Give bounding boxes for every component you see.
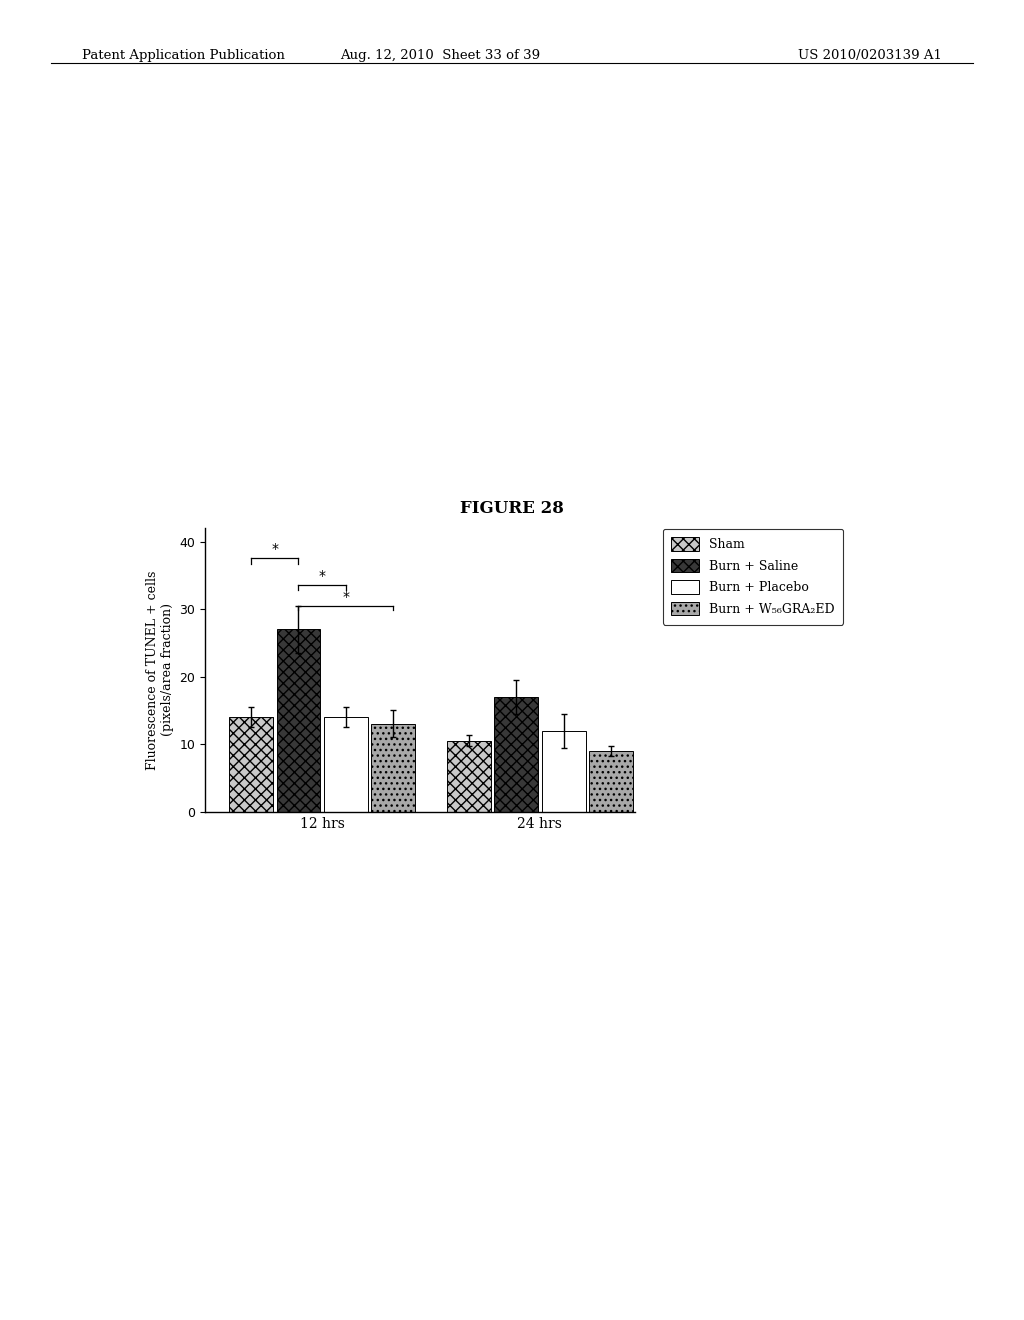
Text: *: *	[318, 569, 326, 583]
Text: *: *	[342, 590, 349, 603]
Text: Aug. 12, 2010  Sheet 33 of 39: Aug. 12, 2010 Sheet 33 of 39	[340, 49, 541, 62]
Text: Patent Application Publication: Patent Application Publication	[82, 49, 285, 62]
Bar	[372, 723, 415, 812]
Text: *: *	[271, 543, 279, 557]
Bar	[589, 751, 633, 812]
Bar	[446, 741, 490, 812]
Bar	[542, 731, 586, 812]
Legend: Sham, Burn + Saline, Burn + Placebo, Burn + W₅₆GRA₂ED: Sham, Burn + Saline, Burn + Placebo, Bur…	[663, 528, 843, 624]
Bar	[276, 630, 321, 812]
Bar	[495, 697, 538, 812]
Bar	[324, 717, 368, 812]
Y-axis label: Fluorescence of TUNEL + cells
(pixels/area fraction): Fluorescence of TUNEL + cells (pixels/ar…	[145, 570, 174, 770]
Bar	[229, 717, 272, 812]
Text: FIGURE 28: FIGURE 28	[460, 500, 564, 516]
Text: US 2010/0203139 A1: US 2010/0203139 A1	[798, 49, 942, 62]
